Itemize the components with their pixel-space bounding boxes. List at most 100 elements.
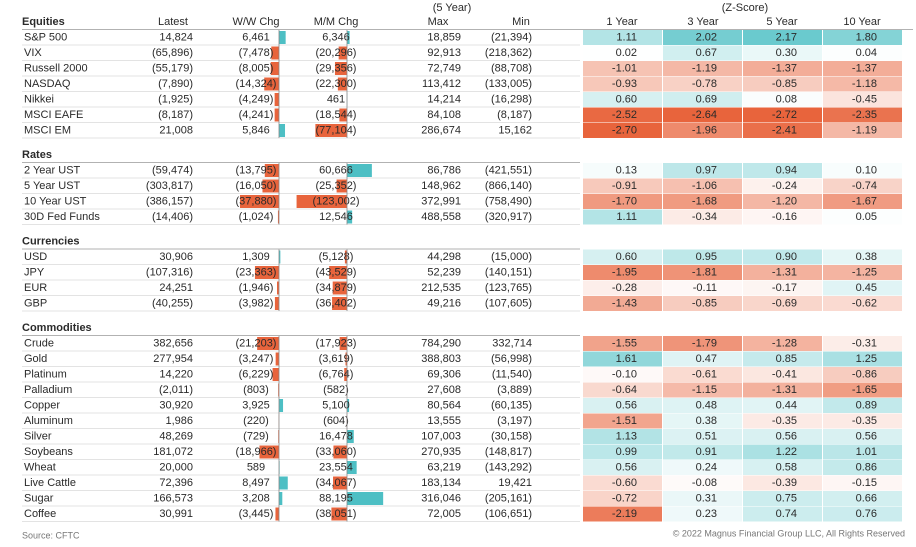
zscore-cell: -0.62 [852,297,877,309]
zscore-cell: 0.05 [856,211,877,223]
zscore-heat [823,265,902,280]
ww-cell: 8,497 [242,477,270,489]
zscore-cell: 0.66 [856,492,877,504]
row-name: Crude [24,337,54,349]
latest-cell: 181,072 [153,446,193,458]
row-name: USD [24,251,47,263]
zscore-heat [583,336,662,351]
min-cell: (3,889) [497,384,532,396]
zscore-heat [583,491,662,506]
zscore-heat [663,61,742,76]
max-cell: 72,005 [427,508,461,520]
zscore-cell: 2.02 [696,31,717,43]
max-cell: 183,134 [421,477,461,489]
zscore-heat [743,163,822,178]
zscore-cell: -1.31 [772,266,797,278]
column-header: 3 Year [687,16,719,28]
zscore-cell: 0.69 [696,93,717,105]
zscore-heat [743,506,822,522]
min-cell: (140,151) [485,266,532,278]
zscore-heat [823,398,902,413]
zscore-heat [663,475,742,491]
zscore-cell: -0.24 [772,180,797,192]
mm-bar [337,77,347,91]
zscore-cell: 0.56 [616,399,637,411]
ww-cell: (3,982) [239,297,274,309]
ww-bar [275,352,279,366]
zscore-heat [743,398,822,413]
min-cell: (107,605) [485,297,532,309]
ww-bar [239,195,279,208]
row-name: MSCI EM [24,124,71,136]
zscore-heat [823,45,902,61]
zscore-cell: 0.45 [856,282,877,294]
zscore-heat [583,92,662,107]
zscore-cell: -1.81 [692,266,717,278]
min-cell: (16,298) [491,93,532,105]
zscore-heat [583,30,662,45]
zscore-cell: 0.44 [776,399,797,411]
latest-cell: (107,316) [146,266,193,278]
zscore-cell: -1.79 [692,337,717,349]
zscore-cell: -0.11 [693,282,717,294]
zscore-cell: 0.74 [776,508,797,520]
zscore-heat [743,178,822,194]
zscore-heat [583,123,662,138]
zscore-cell: 2.17 [776,31,797,43]
ww-bar [274,108,279,122]
max-cell: 388,803 [421,353,461,365]
zscore-heat [663,123,742,138]
zscore-cell: 1.22 [776,446,797,458]
ww-bar [276,281,279,295]
max-cell: 84,108 [427,109,461,121]
column-header: 10 Year [843,16,881,28]
zscore-cell: -0.16 [772,211,797,223]
zscore-heat [823,413,902,429]
zscore-heat [743,382,822,398]
row-name: 30D Fed Funds [24,211,100,223]
zscore-cell: -0.45 [852,93,877,105]
mm-bar [296,195,347,208]
zscore-cell: 0.86 [856,461,877,473]
mm-cell: 12,546 [319,211,353,223]
ww-bar [279,399,284,412]
zscore-cell: -1.68 [692,195,717,207]
zscore-heat [663,382,742,398]
zscore-cell: -0.93 [612,78,637,90]
latest-cell: 14,824 [159,31,193,43]
mm-bar [336,179,347,193]
ww-cell: 1,309 [242,251,270,263]
zscore-cell: -0.31 [852,337,877,349]
zscore-cell: -0.28 [612,282,637,294]
latest-cell: 21,008 [159,124,193,136]
zscore-cell: -0.61 [692,368,717,380]
zscore-heat [743,460,822,475]
min-cell: (320,917) [485,211,532,223]
zscore-cell: 0.56 [776,430,797,442]
zscore-heat [743,413,822,429]
zscore-cell: -0.69 [772,297,797,309]
mm-cell: 5,100 [322,399,350,411]
max-cell: 27,608 [427,384,461,396]
column-header: 5 Year [766,16,798,28]
ww-bar [275,507,279,521]
zscore-heat [823,92,902,107]
zscore-cell: -0.91 [612,180,637,192]
max-cell: 13,555 [427,415,461,427]
zscore-heat [823,30,902,45]
row-name: Coffee [24,508,56,520]
zscore-heat [823,107,902,123]
zscore-cell: -0.08 [692,477,717,489]
zscore-heat [583,351,662,367]
zscore-heat [823,351,902,367]
ww-cell: (1,024) [239,211,274,223]
min-cell: (30,158) [491,430,532,442]
mm-cell: (20,296) [316,47,357,59]
ww-bar [279,250,281,264]
zscore-heat [583,107,662,123]
min-cell: (143,292) [485,461,532,473]
zscore-cell: 0.48 [696,399,717,411]
max-cell: 86,786 [427,164,461,176]
mm-cell: (604) [323,415,349,427]
